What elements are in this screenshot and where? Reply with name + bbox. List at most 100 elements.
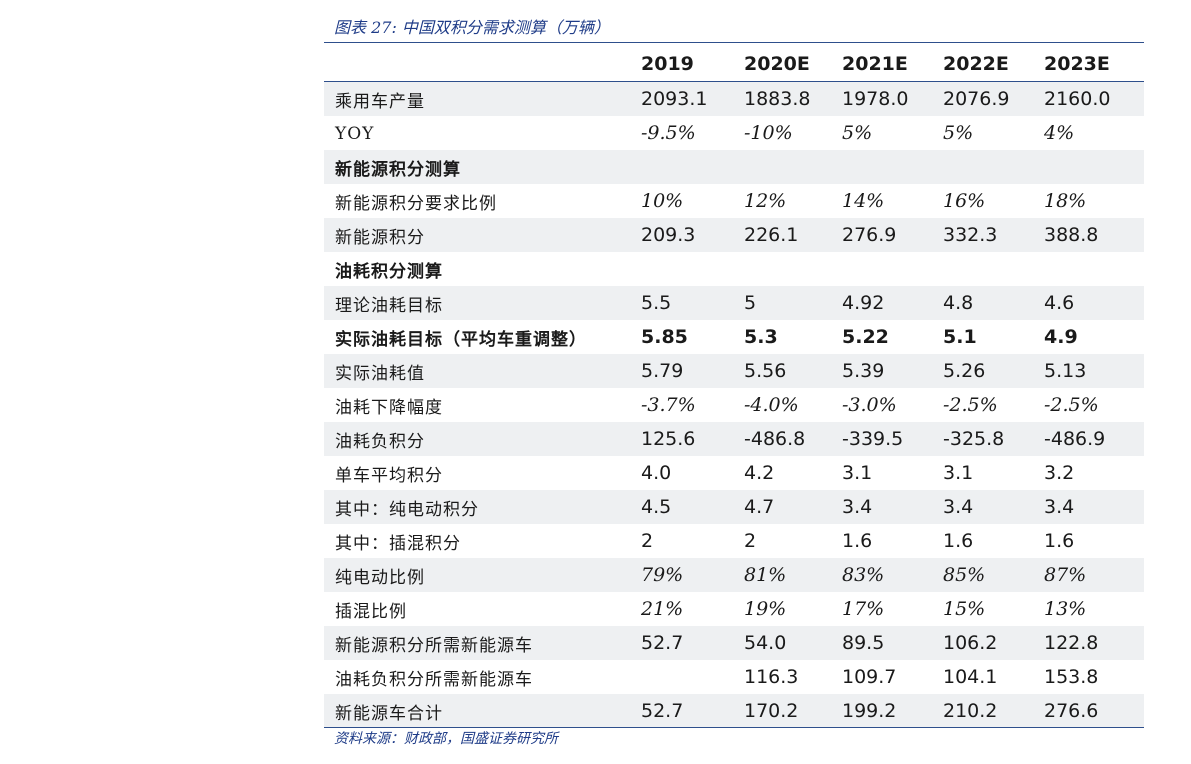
value-cell: 5.85 <box>639 320 742 354</box>
value-cell: -10% <box>742 116 840 150</box>
value-cell: 81% <box>742 558 840 592</box>
value-cell: 79% <box>639 558 742 592</box>
value-cell: 2093.1 <box>639 81 742 116</box>
value-cell: -486.9 <box>1042 422 1144 456</box>
value-cell: 52.7 <box>639 626 742 660</box>
header-cell-2020e: 2020E <box>742 47 840 82</box>
value-cell: 5.39 <box>840 354 941 388</box>
label-cell: 其中：插混积分 <box>324 524 639 558</box>
header-cell-label <box>324 47 639 82</box>
table-row: 油耗负积分 125.6 -486.8 -339.5 -325.8 -486.9 <box>324 422 1144 456</box>
row-label: 新能源积分所需新能源车 <box>335 635 533 656</box>
table-body: 乘用车产量 2093.1 1883.8 1978.0 2076.9 2160.0 YOY -9… <box>324 81 1144 728</box>
value-cell: 3.2 <box>1042 456 1144 490</box>
source-note: 资料来源：财政部，国盛证券研究所 <box>334 731 558 747</box>
value-cell: 3.1 <box>840 456 941 490</box>
row-label: 新能源积分测算 <box>335 159 461 180</box>
table-row: 其中：纯电动积分 4.5 4.7 3.4 3.4 3.4 <box>324 490 1144 524</box>
value-cell: 170.2 <box>742 694 840 728</box>
value-cell <box>742 252 840 286</box>
table-row: 油耗下降幅度 -3.7% -4.0% -3.0% -2.5% -2.5% <box>324 388 1144 422</box>
table-row: 其中：插混积分 2 2 1.6 1.6 1.6 <box>324 524 1144 558</box>
value-cell: 5.3 <box>742 320 840 354</box>
value-cell: 85% <box>941 558 1042 592</box>
value-cell <box>742 150 840 184</box>
value-cell: 19% <box>742 592 840 626</box>
value-cell: 18% <box>1042 184 1144 218</box>
value-cell: -2.5% <box>1042 388 1144 422</box>
value-cell: 15% <box>941 592 1042 626</box>
header-cell-2023e: 2023E <box>1042 47 1144 82</box>
value-cell: 1.6 <box>840 524 941 558</box>
header-cell-2019: 2019 <box>639 47 742 82</box>
value-cell: 388.8 <box>1042 218 1144 252</box>
value-cell: 1978.0 <box>840 81 941 116</box>
value-cell: 5% <box>840 116 941 150</box>
row-label: 油耗负积分所需新能源车 <box>335 669 533 690</box>
value-cell <box>639 660 742 694</box>
table-row: 新能源积分测算 <box>324 150 1144 184</box>
value-cell: 1.6 <box>1042 524 1144 558</box>
value-cell: 5 <box>742 286 840 320</box>
value-cell: 106.2 <box>941 626 1042 660</box>
value-cell: 4% <box>1042 116 1144 150</box>
value-cell: 5.79 <box>639 354 742 388</box>
value-cell <box>639 150 742 184</box>
value-cell: 52.7 <box>639 694 742 728</box>
row-label: 新能源车合计 <box>335 703 443 724</box>
label-cell: 新能源积分要求比例 <box>324 184 639 218</box>
header-cell-2021e: 2021E <box>840 47 941 82</box>
value-cell <box>941 150 1042 184</box>
row-label: 新能源积分 <box>335 227 425 248</box>
value-cell: 109.7 <box>840 660 941 694</box>
value-cell <box>639 252 742 286</box>
row-label: 实际油耗值 <box>335 363 425 384</box>
value-cell: 89.5 <box>840 626 941 660</box>
label-cell: YOY <box>324 116 639 150</box>
value-cell: 4.6 <box>1042 286 1144 320</box>
row-label: 乘用车产量 <box>335 91 425 112</box>
row-label: 油耗下降幅度 <box>335 397 443 418</box>
label-cell: 油耗负积分 <box>324 422 639 456</box>
value-cell: 153.8 <box>1042 660 1144 694</box>
value-cell: 210.2 <box>941 694 1042 728</box>
value-cell: 5% <box>941 116 1042 150</box>
value-cell: 10% <box>639 184 742 218</box>
value-cell: 5.56 <box>742 354 840 388</box>
label-cell: 新能源积分测算 <box>324 150 639 184</box>
value-cell: 1.6 <box>941 524 1042 558</box>
value-cell: 2 <box>639 524 742 558</box>
label-cell: 实际油耗值 <box>324 354 639 388</box>
value-cell: 21% <box>639 592 742 626</box>
value-cell: 3.1 <box>941 456 1042 490</box>
value-cell: 3.4 <box>1042 490 1144 524</box>
value-cell: 12% <box>742 184 840 218</box>
row-label: 其中：插混积分 <box>335 533 461 554</box>
value-cell: 4.5 <box>639 490 742 524</box>
label-cell: 其中：纯电动积分 <box>324 490 639 524</box>
value-cell: 4.2 <box>742 456 840 490</box>
table-row: 油耗负积分所需新能源车 116.3 109.7 104.1 153.8 <box>324 660 1144 694</box>
value-cell: 209.3 <box>639 218 742 252</box>
row-label: 理论油耗目标 <box>335 295 443 316</box>
value-cell: 5.1 <box>941 320 1042 354</box>
label-cell: 插混比例 <box>324 592 639 626</box>
value-cell: -3.0% <box>840 388 941 422</box>
value-cell: 83% <box>840 558 941 592</box>
value-cell: 2076.9 <box>941 81 1042 116</box>
table-row: 插混比例 21% 19% 17% 15% 13% <box>324 592 1144 626</box>
label-cell: 纯电动比例 <box>324 558 639 592</box>
row-label: 新能源积分要求比例 <box>335 193 497 214</box>
value-cell: 13% <box>1042 592 1144 626</box>
value-cell <box>1042 150 1144 184</box>
header-cell-2022e: 2022E <box>941 47 1042 82</box>
value-cell: 125.6 <box>639 422 742 456</box>
table-row: 实际油耗目标（平均车重调整） 5.85 5.3 5.22 5.1 4.9 <box>324 320 1144 354</box>
table-row: 油耗积分测算 <box>324 252 1144 286</box>
label-cell: 油耗积分测算 <box>324 252 639 286</box>
row-label: 单车平均积分 <box>335 465 443 486</box>
value-cell: 87% <box>1042 558 1144 592</box>
value-cell: 4.7 <box>742 490 840 524</box>
value-cell: 1883.8 <box>742 81 840 116</box>
bottom-rule <box>324 727 1144 728</box>
